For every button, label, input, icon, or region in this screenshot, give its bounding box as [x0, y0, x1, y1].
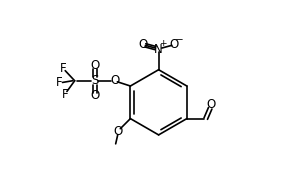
Text: O: O: [113, 125, 122, 138]
Text: N: N: [154, 43, 163, 56]
Text: O: O: [138, 38, 147, 51]
Text: F: F: [62, 88, 69, 101]
Text: −: −: [175, 35, 183, 45]
Text: F: F: [60, 62, 66, 75]
Text: +: +: [159, 39, 166, 48]
Text: S: S: [91, 74, 98, 87]
Text: O: O: [206, 98, 215, 111]
Text: O: O: [90, 89, 99, 102]
Text: O: O: [110, 74, 119, 87]
Text: O: O: [90, 59, 99, 72]
Text: O: O: [170, 38, 179, 51]
Text: F: F: [56, 76, 63, 89]
